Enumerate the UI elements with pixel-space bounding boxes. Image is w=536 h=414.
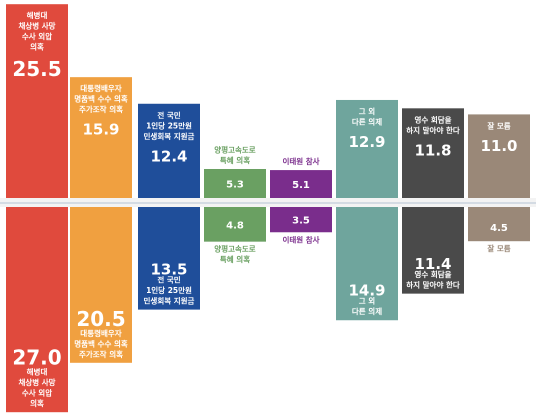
bottom-value-3: 4.8	[226, 220, 244, 231]
bottom-label-3-0: 양평고속도로	[214, 244, 255, 254]
top-value-4: 5.1	[292, 180, 310, 191]
bar-top-4	[270, 170, 332, 198]
top-value-0: 25.5	[12, 57, 61, 81]
bottom-value-0: 27.0	[12, 346, 61, 370]
bar-bottom-3	[204, 207, 266, 242]
bottom-value-5: 14.9	[348, 282, 385, 300]
bar-top-2	[138, 103, 200, 198]
bar-top-3	[204, 168, 266, 198]
bar-top-0	[6, 4, 68, 199]
top-label-6-1: 하지 말아야 한다	[406, 125, 460, 135]
top-label-1-0: 대통령배우자	[80, 83, 121, 93]
top-label-3-0: 양평고속도로	[214, 144, 255, 154]
top-value-7: 11.0	[480, 137, 517, 155]
top-label-2-1: 1인당 25만원	[146, 120, 192, 130]
bottom-value-2: 13.5	[150, 261, 187, 279]
top-value-1: 15.9	[82, 121, 119, 139]
top-label-2-2: 민생회복 지원금	[144, 131, 195, 141]
top-label-3-1: 특혜 의혹	[220, 155, 250, 165]
bar-bottom-6	[402, 207, 464, 294]
top-label-2-0: 전 국민	[157, 110, 180, 120]
top-value-5: 12.9	[348, 133, 385, 151]
top-label-7-0: 잘 모름	[487, 120, 510, 130]
bottom-label-0-2: 수사 외압	[22, 388, 52, 398]
top-label-5-1: 다른 의제	[352, 116, 382, 126]
bottom-label-6-1: 하지 말아야 한다	[406, 280, 460, 290]
bottom-value-7: 4.5	[490, 223, 508, 234]
bottom-label-0-0: 해병대	[27, 367, 48, 377]
bottom-label-1-2: 주가조작 의혹	[79, 349, 123, 359]
bar-top-7	[468, 114, 530, 198]
bottom-label-5-1: 다른 의제	[352, 306, 382, 316]
top-label-4-0: 이태원 참사	[282, 156, 319, 166]
top-label-0-1: 채상병 사망	[18, 21, 55, 31]
bottom-label-2-0: 전 국민	[157, 275, 180, 285]
bottom-label-1-1: 명품백 수수 의혹	[74, 338, 128, 348]
bottom-label-7-0: 잘 모름	[487, 243, 510, 253]
top-value-2: 12.4	[150, 147, 187, 165]
top-label-1-2: 주가조작 의혹	[79, 104, 123, 114]
top-label-5-0: 그 외	[359, 106, 376, 116]
bottom-label-0-3: 의혹	[30, 398, 44, 408]
bottom-label-2-1: 1인당 25만원	[146, 285, 192, 295]
top-label-0-2: 수사 외압	[22, 31, 52, 41]
bottom-label-2-2: 민생회복 지원금	[144, 296, 195, 306]
bar-bottom-1	[70, 207, 132, 363]
bottom-value-4: 3.5	[292, 216, 310, 227]
top-value-3: 5.3	[226, 179, 244, 190]
bar-bottom-2	[138, 207, 200, 310]
top-label-1-1: 명품백 수수 의혹	[74, 94, 128, 104]
top-label-6-0: 영수 회담을	[414, 114, 451, 124]
bar-top-5	[336, 99, 398, 198]
bottom-label-5-0: 그 외	[359, 296, 376, 306]
bar-top-1	[70, 77, 132, 198]
bottom-value-1: 20.5	[76, 307, 125, 331]
bottom-label-1-0: 대통령배우자	[80, 328, 121, 338]
bottom-label-4-0: 이태원 참사	[282, 234, 319, 244]
bar-bottom-7	[468, 207, 530, 242]
bar-bottom-0	[6, 207, 68, 413]
bottom-label-3-1: 특혜 의혹	[220, 254, 250, 264]
bottom-value-6: 11.4	[414, 255, 451, 273]
bar-bottom-5	[336, 207, 398, 321]
bar-top-6	[402, 108, 464, 198]
top-label-0-0: 해병대	[27, 10, 48, 20]
top-label-0-3: 의혹	[30, 42, 44, 52]
bottom-label-6-0: 영수 회담을	[414, 269, 451, 279]
top-value-6: 11.8	[414, 141, 451, 159]
bar-bottom-4	[270, 207, 332, 233]
bottom-label-0-1: 채상병 사망	[18, 377, 55, 387]
